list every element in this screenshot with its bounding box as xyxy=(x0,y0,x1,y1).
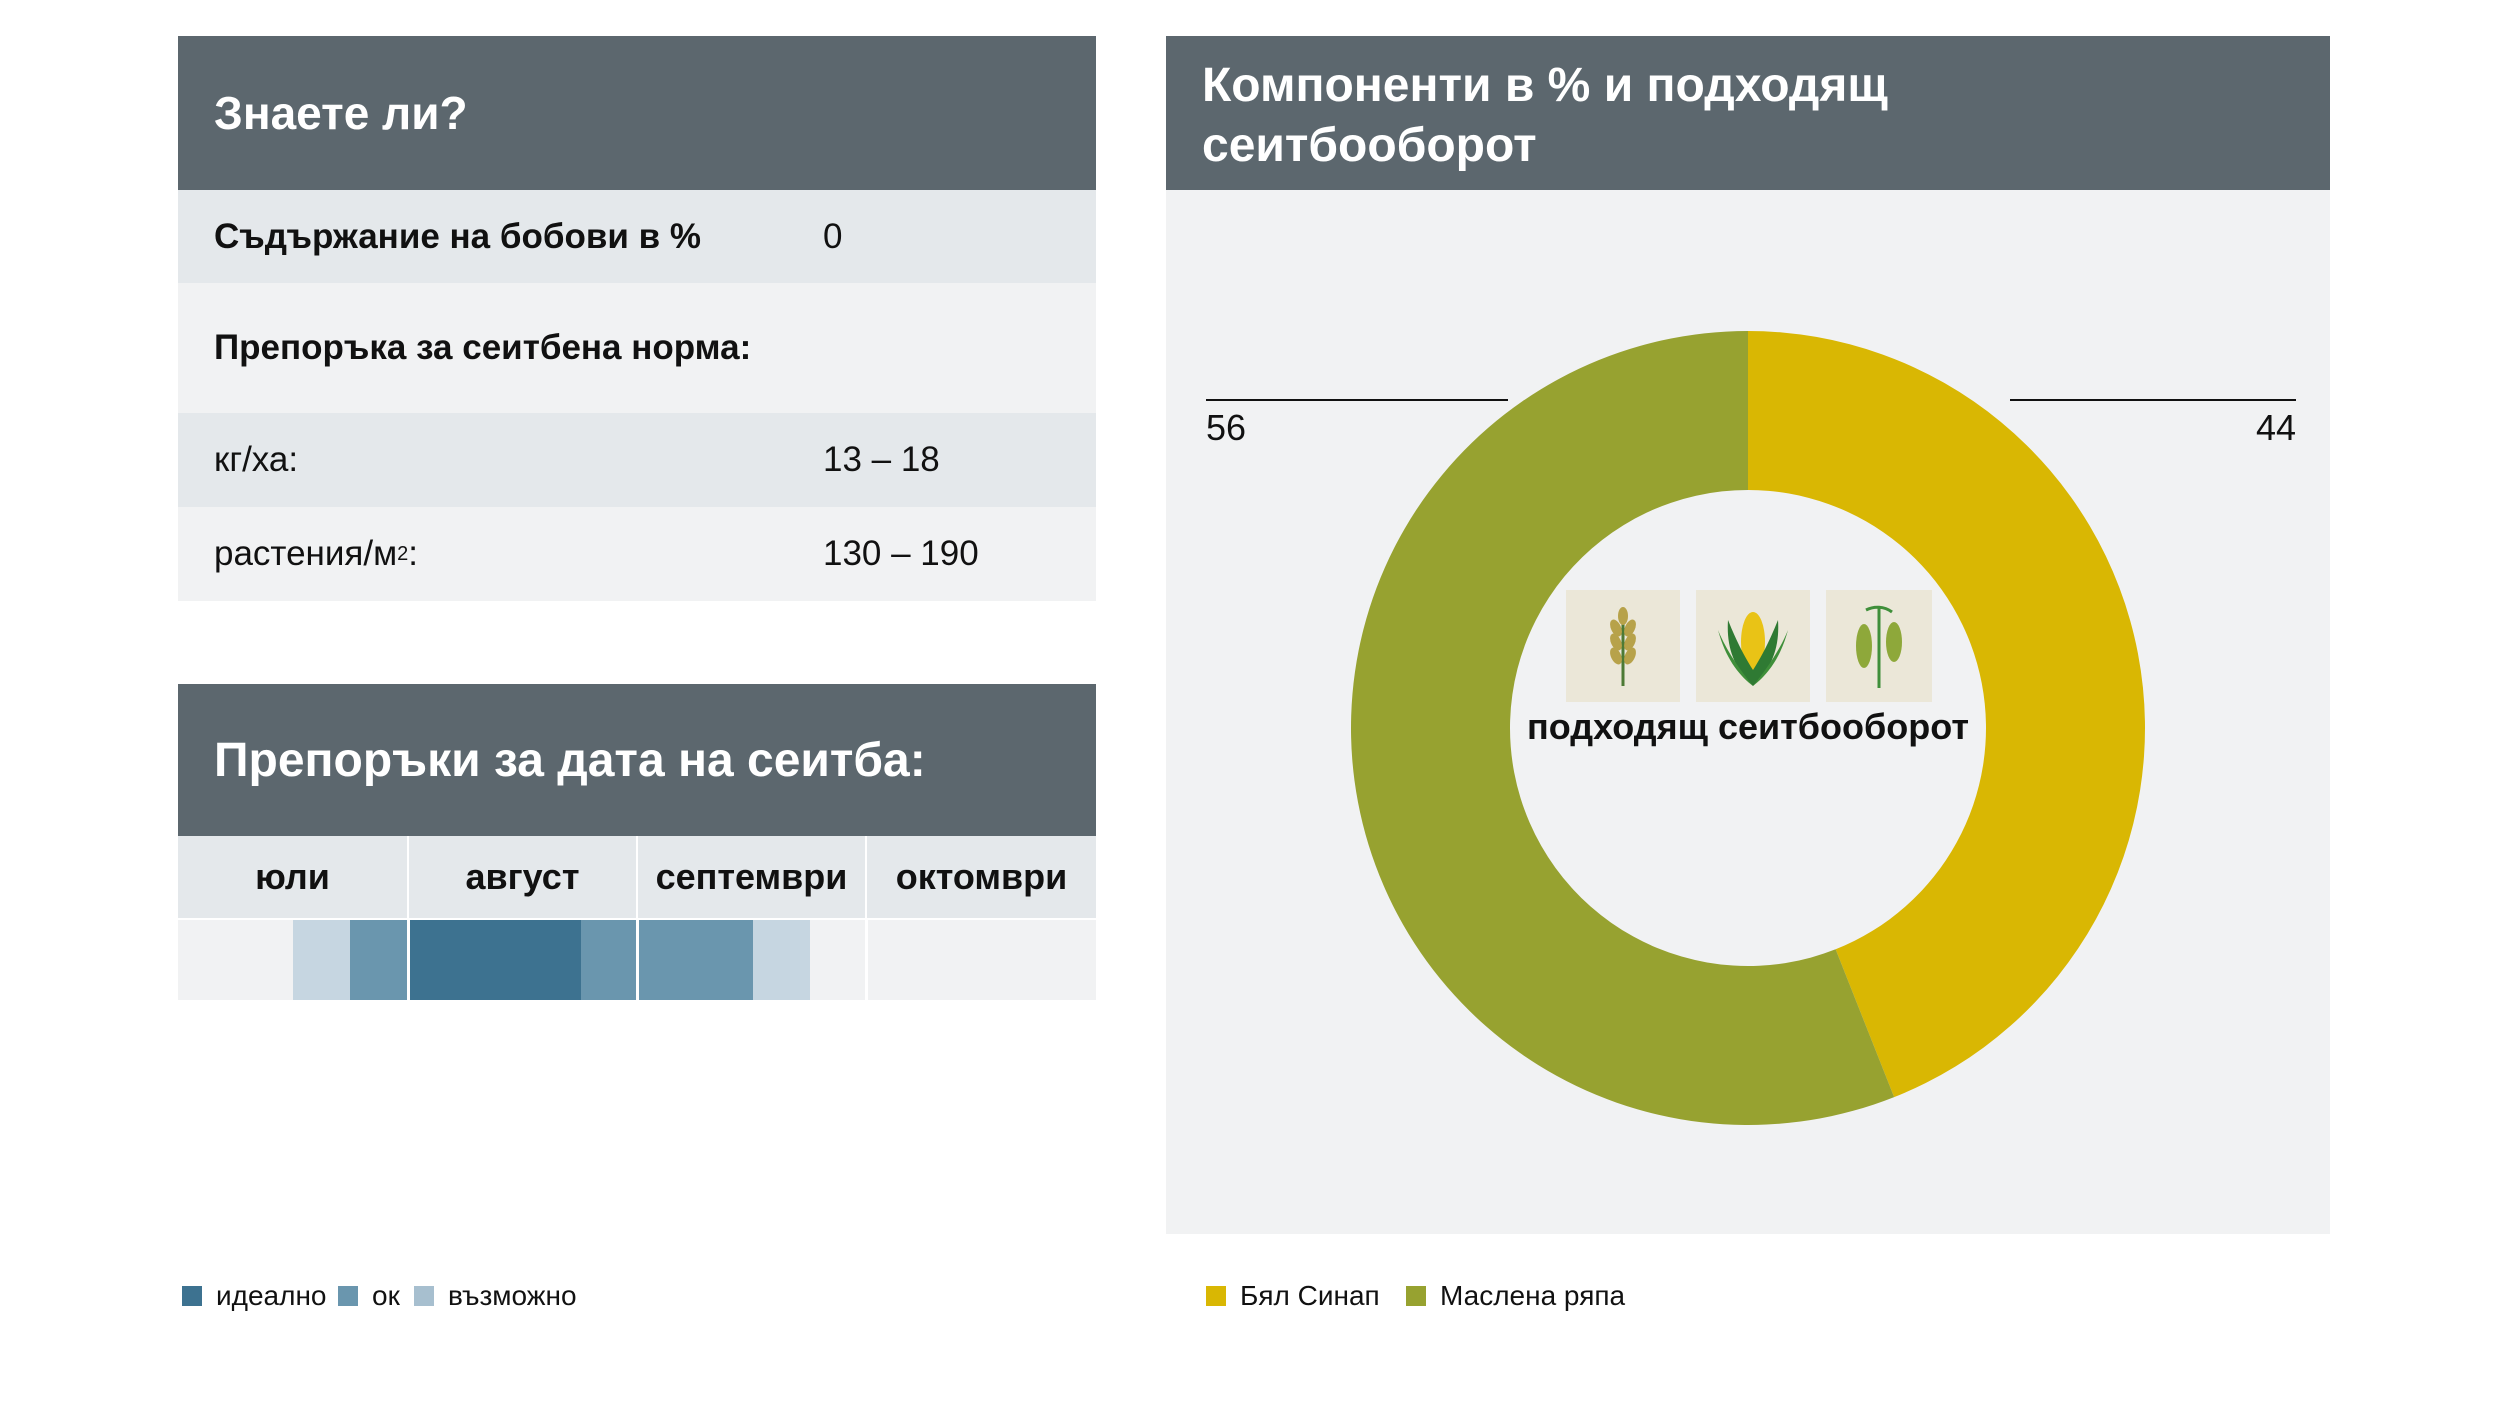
pea-icon xyxy=(1826,590,1932,702)
seed-rate-row: Препоръка за сеитбена норма: xyxy=(178,283,1096,413)
donut-center-label: подходящ сеитбооборот xyxy=(1527,706,1969,747)
info-title: Знаете ли? xyxy=(214,87,468,139)
info-header: Знаете ли? xyxy=(178,36,1096,190)
sowing-timeline xyxy=(178,920,1096,1000)
month-header-row: юли август септември октомври xyxy=(178,836,1096,918)
legend-ideal: идеално xyxy=(182,1280,327,1312)
legend-ok-label: ок xyxy=(372,1280,400,1311)
slice-label-right: 44 xyxy=(2256,407,2296,448)
timeline-segment-possible xyxy=(752,920,810,1000)
kg-label: кг/ха: xyxy=(214,440,299,479)
timeline-divider xyxy=(407,920,410,1000)
month-july: юли xyxy=(178,836,407,918)
legend-possible: възможно xyxy=(414,1280,577,1312)
month-august: август xyxy=(409,836,636,918)
legend-possible-label: възможно xyxy=(448,1280,577,1311)
timeline-divider xyxy=(865,920,868,1000)
month-september: септември xyxy=(638,836,865,918)
slice-label-left: 56 xyxy=(1206,407,1246,448)
plants-row: растения/м 2: 130 – 190 xyxy=(178,507,1096,601)
seed-rate-label: Препоръка за сеитбена норма: xyxy=(214,328,752,367)
legend-ok: ок xyxy=(338,1280,400,1312)
legend-oilseed-radish-swatch xyxy=(1406,1286,1426,1306)
legend-possible-swatch xyxy=(414,1286,434,1306)
sowing-header: Препоръки за дата на сеитба: xyxy=(178,684,1096,836)
chart-legend: Бял Синап Маслена ряпа xyxy=(1206,1280,2006,1316)
legend-white-mustard-swatch xyxy=(1206,1286,1226,1306)
legend-white-mustard: Бял Синап xyxy=(1206,1280,1380,1312)
donut-slice-1 xyxy=(1351,331,1895,1125)
legend-white-mustard-label: Бял Синап xyxy=(1240,1280,1380,1311)
kg-row: кг/ха: 13 – 18 xyxy=(178,413,1096,507)
donut-chart: 44 56 xyxy=(1206,331,2296,1125)
plants-value: 130 – 190 xyxy=(823,534,979,573)
corn-icon xyxy=(1696,590,1810,702)
wheat-icon xyxy=(1566,590,1680,702)
timeline-segment-ok xyxy=(580,920,638,1000)
donut-slice-0 xyxy=(1748,331,2145,1098)
timeline-segment-possible xyxy=(292,920,350,1000)
legend-ideal-label: идеално xyxy=(216,1280,327,1311)
legend-oilseed-radish: Маслена ряпа xyxy=(1406,1280,1625,1312)
timeline-segment-ideal xyxy=(409,920,581,1000)
sowing-legend: идеално ок възможно xyxy=(182,1280,882,1316)
timeline-divider xyxy=(636,920,639,1000)
components-title-line2: сеитбооборот xyxy=(1202,119,1537,172)
legend-ok-swatch xyxy=(338,1286,358,1306)
legume-value: 0 xyxy=(823,216,843,256)
sowing-title: Препоръки за дата на сеитба: xyxy=(214,733,926,787)
legend-oilseed-radish-label: Маслена ряпа xyxy=(1440,1280,1626,1311)
components-panel: 44 56 xyxy=(1166,190,2330,1234)
plants-label: растения/м 2: xyxy=(214,534,419,573)
legume-label: Съдържание на бобови в % xyxy=(214,216,701,256)
month-october: октомври xyxy=(867,836,1096,918)
timeline-segment-ok xyxy=(638,920,753,1000)
legume-row: Съдържание на бобови в % 0 xyxy=(178,190,1096,283)
components-title-line1: Компоненти в % и подходящ xyxy=(1202,59,1888,112)
components-header: Компоненти в % и подходящ сеитбооборот xyxy=(1166,36,2330,190)
timeline-segment-ok xyxy=(349,920,409,1000)
legend-ideal-swatch xyxy=(182,1286,202,1306)
plants-sup: 2 xyxy=(397,542,409,565)
kg-value: 13 – 18 xyxy=(823,440,940,479)
